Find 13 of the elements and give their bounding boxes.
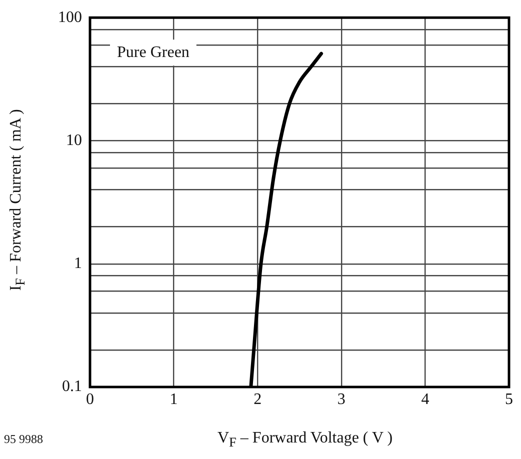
x-tick-label: 5: [505, 390, 513, 408]
x-tick-label: 1: [170, 390, 178, 408]
y-tick-label: 100: [58, 8, 82, 26]
annotation: Pure Green: [117, 44, 190, 61]
y-tick-label: 0.1: [62, 378, 82, 396]
y-tick-label: 10: [66, 132, 82, 149]
x-tick-label: 0: [86, 390, 94, 408]
x-axis-title: V$_{F}$ – Forward Voltage ( V ): [217, 429, 393, 451]
x-tick-label: 4: [421, 390, 430, 408]
x-tick-label: 2: [254, 390, 262, 408]
y-tick-label: 1: [74, 255, 82, 272]
text: 95 9988: [4, 432, 43, 446]
x-tick-label: 3: [337, 390, 346, 408]
